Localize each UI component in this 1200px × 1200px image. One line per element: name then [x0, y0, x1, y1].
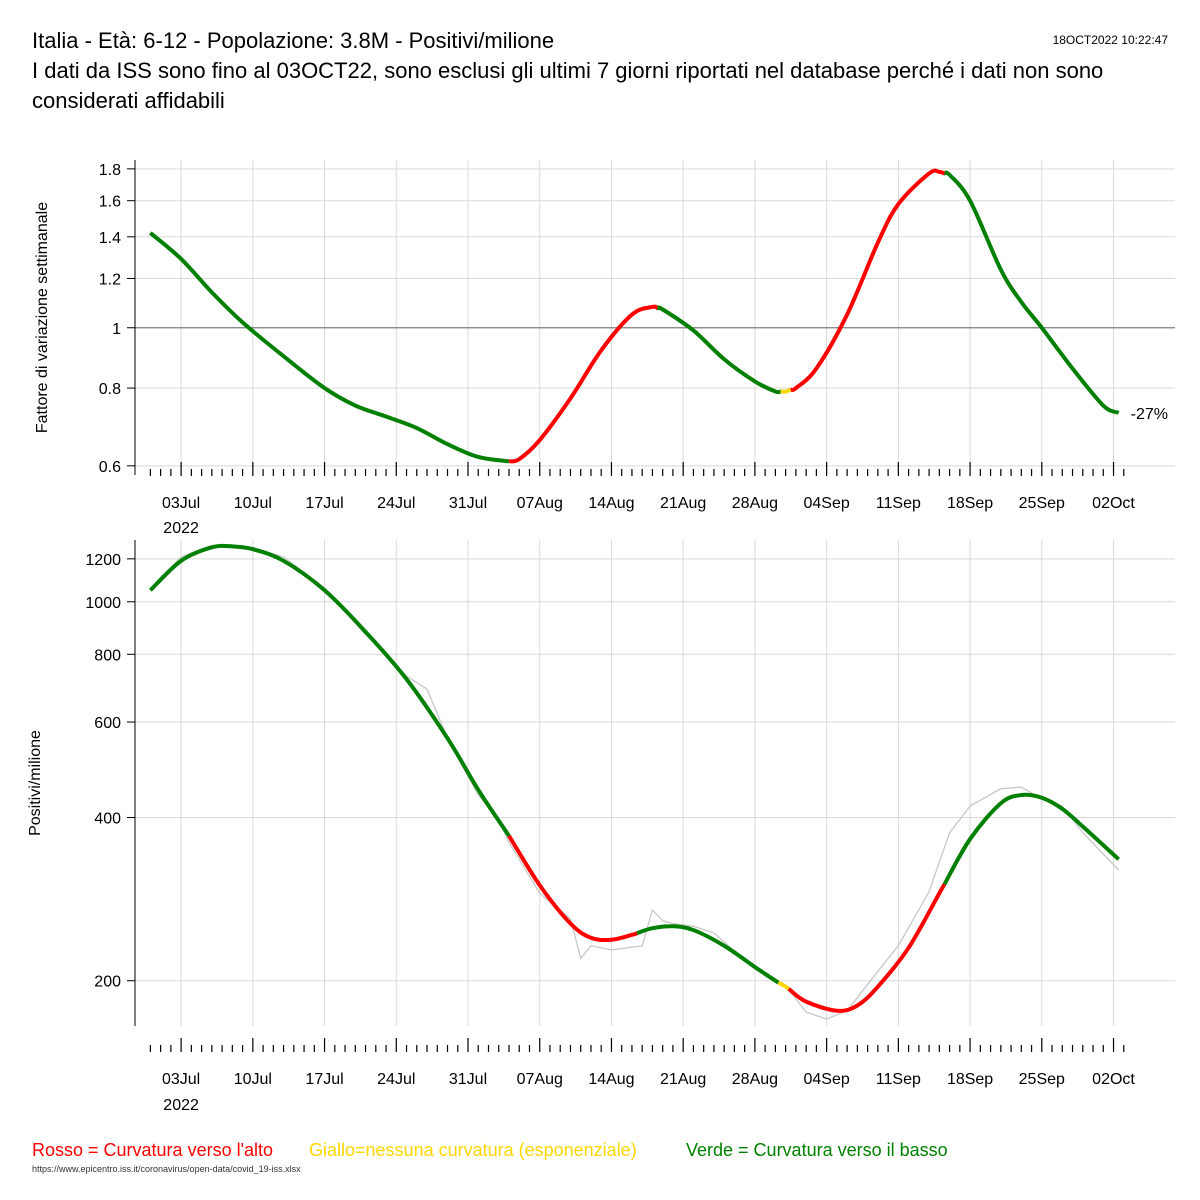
x-tick-label: 04Sep — [803, 1071, 849, 1088]
x-tick-label: 18Sep — [947, 1071, 993, 1088]
series-smoothed-segment-green — [942, 792, 1120, 886]
chart-title: Italia - Età: 6-12 - Popolazione: 3.8M -… — [32, 28, 555, 53]
legend-green: Verde = Curvatura verso il basso — [686, 1140, 948, 1160]
x-tick-label: 17Jul — [305, 1071, 343, 1088]
x-tick-label: 03Jul — [162, 495, 200, 512]
y-tick-label: 1.4 — [99, 230, 121, 247]
x-tick-label: 10Jul — [234, 495, 272, 512]
x-tick-label: 28Aug — [732, 1071, 778, 1088]
series-fattore-segment-red — [790, 168, 946, 393]
y-tick-label: 600 — [94, 715, 121, 732]
chart-1: 0.6 0.8 1 1.2 1.4 1.6 1.8 03Jul 10Jul 17Jul 24Jul 3… — [34, 160, 1175, 537]
x-tick-label: 10Jul — [234, 1071, 272, 1088]
x-tick-label: 07Aug — [517, 1071, 563, 1088]
y-tick-label: 0.8 — [99, 381, 121, 398]
series-smoothed-segment-green — [636, 924, 781, 985]
x-tick-label: 14Aug — [588, 1071, 634, 1088]
series-fattore-segment-green — [149, 231, 510, 464]
x-tick-label: 11Sep — [876, 1071, 921, 1088]
y-tick-label: 800 — [94, 647, 121, 664]
x-tick-label: 17Jul — [305, 495, 343, 512]
y-tick-label: 1000 — [85, 595, 121, 612]
series-smoothed-segment-red — [507, 834, 638, 943]
y-tick-label: 400 — [94, 811, 121, 828]
chart-subtitle: I dati da ISS sono fino al 03OCT22, sono… — [32, 58, 1104, 113]
x-tick-label: 24Jul — [377, 495, 415, 512]
y-tick-label: 0.6 — [99, 459, 121, 476]
x-tick-label: 31Jul — [449, 1071, 487, 1088]
x-tick-label: 25Sep — [1019, 495, 1065, 512]
y-tick-label: 1.8 — [99, 162, 121, 179]
y-tick-label: 1200 — [85, 552, 121, 569]
series-smoothed-segment-yellow — [777, 980, 790, 991]
x-tick-label: 18Sep — [947, 495, 993, 512]
x-tick-label: 28Aug — [732, 495, 778, 512]
y-axis-label: Positivi/milione — [27, 730, 44, 836]
y-tick-label: 1.6 — [99, 194, 121, 211]
x-tick-label: 02Oct — [1092, 495, 1135, 512]
x-tick-label: 14Aug — [588, 495, 634, 512]
source-url: https://www.epicentro.iss.it/coronavirus… — [32, 1164, 301, 1174]
series-smoothed-segment-red — [787, 883, 947, 1013]
x-tick-label: 02Oct — [1092, 1071, 1135, 1088]
y-tick-label: 1 — [112, 321, 121, 338]
timestamp: 18OCT2022 10:22:47 — [1052, 33, 1168, 47]
x-year-label: 2022 — [163, 520, 199, 537]
x-tick-label: 21Aug — [660, 1071, 706, 1088]
series-fattore-segment-red — [508, 304, 659, 464]
x-tick-label: 07Aug — [517, 495, 563, 512]
chart-2: 200 400 600 800 1000 1200 03Jul 10Jul 17Jul 24Jul… — [27, 540, 1175, 1114]
x-tick-label: 03Jul — [162, 1071, 200, 1088]
x-year-label: 2022 — [163, 1097, 199, 1114]
series-smoothed-segment-green — [148, 543, 511, 837]
series-fattore-segment-green — [943, 170, 1120, 415]
x-tick-label: 31Jul — [449, 495, 487, 512]
x-tick-label: 24Jul — [377, 1071, 415, 1088]
x-tick-label: 25Sep — [1019, 1071, 1065, 1088]
end-label: -27% — [1131, 406, 1168, 423]
x-tick-label: 21Aug — [660, 495, 706, 512]
series-fattore-segment-green — [655, 305, 782, 395]
y-tick-label: 200 — [94, 974, 121, 991]
x-tick-label: 04Sep — [803, 495, 849, 512]
legend-red: Rosso = Curvatura verso l'alto — [32, 1140, 274, 1160]
x-tick-label: 11Sep — [876, 495, 921, 512]
series-raw-line — [149, 544, 1120, 1020]
series-fattore-segment-yellow — [780, 387, 792, 394]
y-axis-label: Fattore di variazione settimanale — [34, 202, 51, 433]
legend-yellow: Giallo=nessuna curvatura (esponenziale) — [309, 1140, 637, 1160]
y-tick-label: 1.2 — [99, 271, 121, 288]
